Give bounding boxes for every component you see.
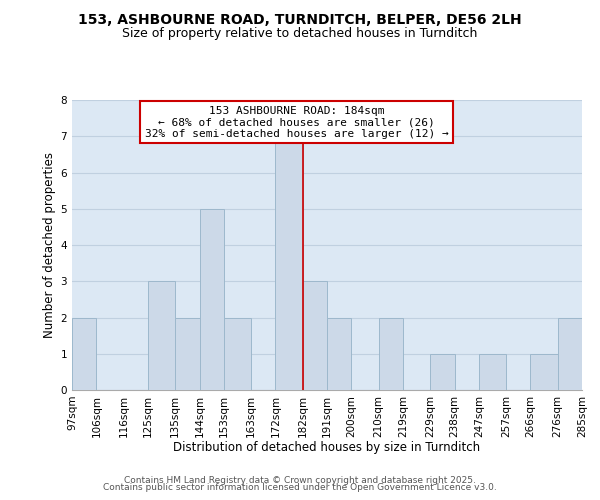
Bar (557, 318, 582, 390)
Bar (379, 318, 403, 390)
Bar (175, 318, 199, 390)
X-axis label: Distribution of detached houses by size in Turnditch: Distribution of detached houses by size … (173, 441, 481, 454)
Bar (302, 281, 327, 390)
Bar (199, 209, 224, 390)
Bar (224, 318, 251, 390)
Text: Contains public sector information licensed under the Open Government Licence v3: Contains public sector information licen… (103, 484, 497, 492)
Text: Size of property relative to detached houses in Turnditch: Size of property relative to detached ho… (122, 28, 478, 40)
Bar (148, 281, 175, 390)
Bar (530, 354, 557, 390)
Bar (72, 318, 97, 390)
Bar (327, 318, 352, 390)
Bar (430, 354, 455, 390)
Text: Contains HM Land Registry data © Crown copyright and database right 2025.: Contains HM Land Registry data © Crown c… (124, 476, 476, 485)
Bar (479, 354, 506, 390)
Text: 153 ASHBOURNE ROAD: 184sqm
← 68% of detached houses are smaller (26)
32% of semi: 153 ASHBOURNE ROAD: 184sqm ← 68% of deta… (145, 106, 448, 139)
Text: 153, ASHBOURNE ROAD, TURNDITCH, BELPER, DE56 2LH: 153, ASHBOURNE ROAD, TURNDITCH, BELPER, … (78, 12, 522, 26)
Bar (275, 136, 302, 390)
Y-axis label: Number of detached properties: Number of detached properties (43, 152, 56, 338)
